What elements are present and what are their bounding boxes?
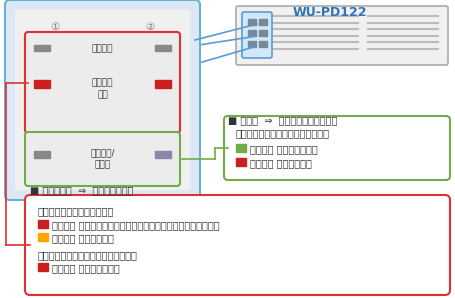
Bar (259, 19, 267, 25)
Bar (259, 41, 267, 47)
Bar (34, 45, 50, 51)
Text: 赤点灯： ピークレベル: 赤点灯： ピークレベル (250, 158, 312, 168)
Text: レベル表示灯【シグナル／ピーク】: レベル表示灯【シグナル／ピーク】 (236, 128, 330, 138)
Text: ①: ① (51, 22, 60, 32)
Text: 橙点灯： 過温度上昇時: 橙点灯： 過温度上昇時 (52, 233, 114, 243)
FancyBboxPatch shape (25, 195, 450, 295)
Text: 赤点灯： アンプが故障（機器停止）時、または過負荷を検出時: 赤点灯： アンプが故障（機器停止）時、または過負荷を検出時 (52, 220, 220, 230)
Bar (248, 30, 256, 36)
Bar (236, 158, 246, 166)
FancyBboxPatch shape (25, 132, 180, 186)
FancyBboxPatch shape (25, 32, 180, 133)
Text: ②: ② (146, 22, 155, 32)
Bar (248, 19, 256, 25)
Bar (248, 41, 256, 47)
Bar (155, 80, 171, 88)
Bar (155, 45, 171, 51)
FancyBboxPatch shape (236, 6, 448, 65)
Bar (236, 144, 246, 152)
Bar (259, 30, 267, 36)
Text: システム: システム (92, 78, 113, 88)
Text: システム異常表示灯【システム異常】: システム異常表示灯【システム異常】 (38, 250, 138, 260)
Text: 赤点灯： システム発振時: 赤点灯： システム発振時 (52, 263, 120, 273)
Text: WU-PD122: WU-PD122 (293, 6, 367, 19)
Text: シグナル/: シグナル/ (90, 148, 115, 158)
Bar (155, 151, 171, 158)
FancyBboxPatch shape (5, 0, 200, 200)
Text: 機器異常: 機器異常 (92, 44, 113, 54)
Bar (38, 233, 48, 241)
FancyBboxPatch shape (242, 12, 272, 58)
Bar (38, 220, 48, 228)
Text: 緑点灯： シグナルレベル: 緑点灯： シグナルレベル (250, 144, 318, 154)
Bar (34, 80, 50, 88)
Text: ■ 通常時  ⇒  音声信号レベルを表示: ■ 通常時 ⇒ 音声信号レベルを表示 (228, 115, 337, 125)
Text: 機器異常表示灯【機器異常】: 機器異常表示灯【機器異常】 (38, 206, 114, 216)
Text: ■ 異常発生時  ⇒  異常内容を表示: ■ 異常発生時 ⇒ 異常内容を表示 (30, 185, 133, 195)
Text: ピーク: ピーク (95, 161, 111, 170)
FancyBboxPatch shape (15, 10, 190, 190)
FancyBboxPatch shape (224, 116, 450, 180)
Text: 異常: 異常 (97, 91, 108, 100)
Bar (38, 263, 48, 271)
Bar (34, 151, 50, 158)
